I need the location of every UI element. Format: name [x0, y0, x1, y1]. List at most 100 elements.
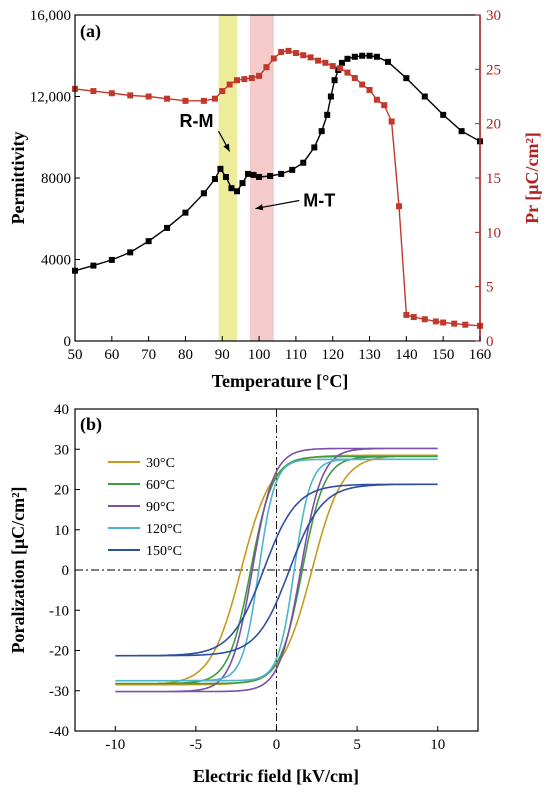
permittivity-series-point: [338, 59, 345, 66]
permittivity-series-point: [331, 77, 338, 84]
pr-series-point: [200, 97, 207, 104]
pr-series-point: [366, 86, 373, 93]
pr-series-point: [263, 64, 270, 71]
legend-label-2: 60°C: [146, 478, 175, 493]
panel-b-loops: [115, 447, 438, 693]
pr-series-point: [241, 76, 248, 83]
pr-series-point: [127, 92, 134, 99]
permittivity-series-point: [222, 173, 229, 180]
permittivity-series-point: [324, 111, 331, 118]
annotation-arrow-2: [255, 199, 300, 210]
pr-series-point: [211, 95, 218, 102]
permittivity-series-point: [164, 224, 171, 231]
pr-series-point: [164, 95, 171, 102]
pr-series-point: [351, 75, 358, 82]
annotation-arrowhead-2: [255, 204, 264, 211]
pr-series-line: [74, 50, 481, 327]
permittivity-series-point: [318, 128, 325, 135]
legend-label-3: 90°C: [146, 500, 175, 515]
permittivity-series-point: [373, 53, 380, 60]
y-right-tick-label: 10: [486, 225, 501, 241]
x-tick-label: 120: [321, 347, 344, 363]
pr-series-point: [462, 321, 469, 328]
pr-series-point: [182, 97, 189, 104]
x-tick-label: 100: [248, 347, 271, 363]
y-right-tick-label: 25: [486, 62, 501, 78]
permittivity-series-point: [289, 166, 296, 173]
permittivity-series-point: [344, 55, 351, 62]
permittivity-series-point: [145, 238, 152, 245]
legend-label-5: 150°C: [146, 544, 182, 559]
y-tick-label: -10: [49, 603, 69, 619]
hysteresis-loop-3: [115, 447, 438, 693]
y-right-tick-label: 30: [486, 8, 501, 24]
permittivity-series-point: [90, 262, 97, 269]
panel-a-tag: (a): [80, 21, 101, 42]
pr-series-point: [307, 54, 314, 61]
y-tick-label: 0: [62, 563, 70, 579]
permittivity-series-point: [200, 190, 207, 197]
y-tick-label: -30: [49, 684, 69, 700]
pr-series-point: [145, 93, 152, 100]
pr-series-point: [373, 96, 380, 103]
annotation-arrowhead-1: [223, 143, 230, 152]
pr-series-point: [256, 72, 263, 79]
permittivity-series-point: [217, 165, 224, 172]
x-tick-label: 130: [358, 347, 381, 363]
panel-a-x-title: Temperature [°C]: [212, 371, 349, 391]
permittivity-series-point: [267, 172, 274, 179]
y-right-tick-label: 5: [486, 280, 494, 296]
x-tick-label: 0: [273, 737, 281, 753]
x-tick-label: 10: [430, 737, 445, 753]
permittivity-series-point: [278, 170, 285, 177]
pr-series-point: [300, 52, 307, 59]
permittivity-series-point: [245, 170, 252, 177]
y-left-tick-label: 0: [64, 334, 72, 350]
permittivity-series-point: [403, 75, 410, 82]
pr-series-point: [322, 59, 329, 66]
pr-series-point: [90, 88, 97, 95]
hysteresis-loop-4: [115, 458, 438, 682]
panel-b-chart: -10 -5 0 5 10 -40 -30 -20 -10 0 10 20 30 40 30°C 60°C…: [8, 402, 479, 786]
pr-series-point: [451, 320, 458, 327]
permittivity-series-point: [127, 249, 134, 256]
pr-series-point: [270, 55, 277, 62]
x-tick-label: 160: [469, 347, 492, 363]
permittivity-series-point: [300, 159, 307, 166]
permittivity-series-point: [327, 93, 334, 100]
x-tick-label: 50: [68, 347, 83, 363]
pr-series-point: [292, 50, 299, 57]
pr-series-point: [226, 81, 233, 88]
pr-series-point: [359, 81, 366, 88]
legend-label-1: 30°C: [146, 456, 175, 471]
hysteresis-loop-2: [115, 455, 438, 685]
x-tick-label: 5: [353, 737, 361, 753]
permittivity-series-point: [421, 93, 428, 100]
y-tick-label: 10: [54, 523, 69, 539]
x-tick-label: 150: [432, 347, 455, 363]
permittivity-series-point: [211, 176, 218, 183]
permittivity-series-point: [311, 144, 318, 151]
x-tick-label: 140: [395, 347, 418, 363]
y-tick-label: 30: [54, 442, 69, 458]
y-tick-label: -40: [49, 724, 69, 740]
panel-a-x-ticks: 50 60 70 80 90 100 110 120 130 140 150 160: [68, 336, 492, 363]
pr-series-point: [403, 311, 410, 318]
pr-series-point: [234, 77, 240, 84]
permittivity-series-point: [256, 173, 263, 180]
permittivity-series-point: [384, 58, 391, 65]
x-tick-label: 60: [104, 347, 119, 363]
pr-series-point: [108, 90, 115, 97]
panel-a-y-left-ticks: 0 4000 8000 12,000 16,000: [30, 8, 80, 350]
panel-a-series: [72, 47, 483, 329]
y-right-tick-label: 15: [486, 171, 501, 187]
y-right-tick-label: 0: [486, 334, 494, 350]
y-left-tick-label: 16,000: [30, 8, 71, 24]
pr-series-point: [396, 203, 402, 210]
permittivity-series-point: [250, 171, 257, 178]
permittivity-series-point: [234, 188, 240, 195]
permittivity-series-line: [74, 55, 481, 272]
pr-series-point: [219, 88, 226, 95]
permittivity-series-point: [239, 180, 246, 187]
panel-a-annotations: R-M M-T: [180, 111, 336, 210]
